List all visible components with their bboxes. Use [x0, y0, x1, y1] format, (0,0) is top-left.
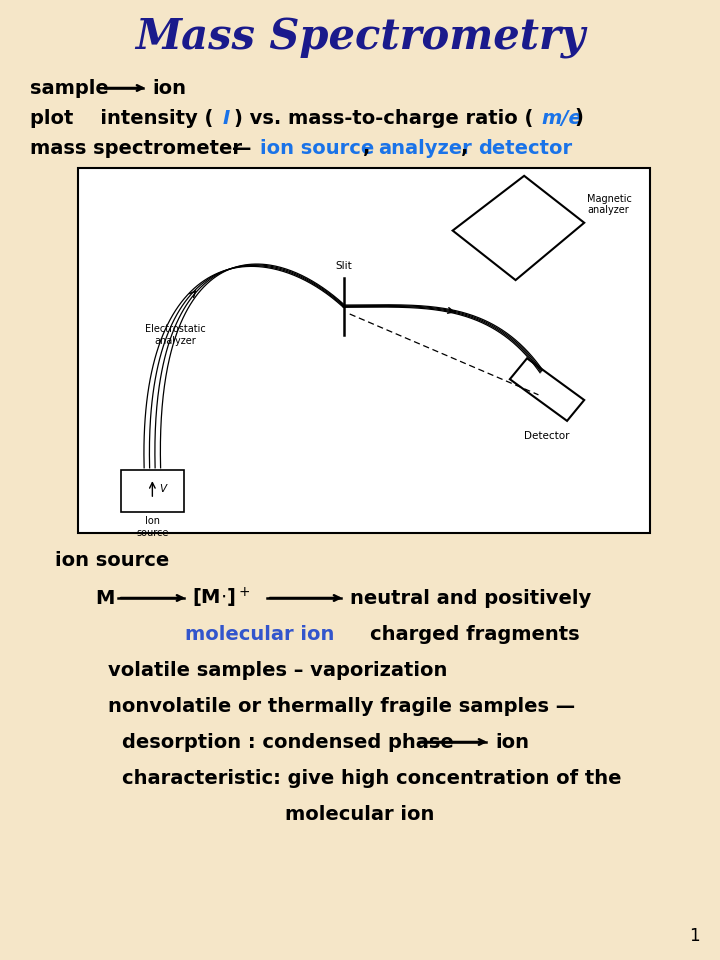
Text: Slit: Slit [336, 261, 352, 272]
Text: ,: , [461, 138, 469, 157]
Text: ion source: ion source [55, 550, 169, 569]
Text: Ion
source: Ion source [136, 516, 168, 538]
Bar [78, 168, 650, 533]
Text: analyzer: analyzer [378, 138, 472, 157]
Text: Mass Spectrometry: Mass Spectrometry [135, 17, 585, 59]
Text: m/e: m/e [541, 108, 582, 128]
Text: desorption : condensed phase: desorption : condensed phase [122, 732, 454, 752]
Bar [121, 470, 184, 512]
Text: volatile samples – vaporization: volatile samples – vaporization [108, 660, 447, 680]
Text: sample: sample [30, 79, 109, 98]
Text: charged fragments: charged fragments [370, 625, 580, 643]
Text: mass spectrometer: mass spectrometer [30, 138, 242, 157]
Text: M: M [95, 588, 114, 608]
Text: ,: , [363, 138, 370, 157]
Text: Electrostatic
analyzer: Electrostatic analyzer [145, 324, 206, 346]
Text: ion source: ion source [260, 138, 374, 157]
Text: ) vs. mass-to-charge ratio (: ) vs. mass-to-charge ratio ( [234, 108, 534, 128]
Text: molecular ion: molecular ion [285, 804, 435, 824]
Text: I: I [223, 108, 230, 128]
Text: V: V [159, 484, 166, 493]
Text: 1: 1 [689, 927, 700, 945]
Text: ): ) [574, 108, 583, 128]
Text: molecular ion: molecular ion [185, 625, 334, 643]
Text: [M$\cdot$]$^+$: [M$\cdot$]$^+$ [192, 586, 251, 611]
Text: Magnetic
analyzer: Magnetic analyzer [587, 194, 632, 215]
Text: detector: detector [478, 138, 572, 157]
Text: plot    intensity (: plot intensity ( [30, 108, 213, 128]
Text: —: — [232, 138, 251, 157]
Text: ion: ion [152, 79, 186, 98]
Text: nonvolatile or thermally fragile samples —: nonvolatile or thermally fragile samples… [108, 697, 575, 715]
Text: ion: ion [495, 732, 529, 752]
Text: characteristic: give high concentration of the: characteristic: give high concentration … [122, 769, 621, 787]
Text: neutral and positively: neutral and positively [350, 588, 591, 608]
Text: Detector: Detector [524, 431, 570, 442]
